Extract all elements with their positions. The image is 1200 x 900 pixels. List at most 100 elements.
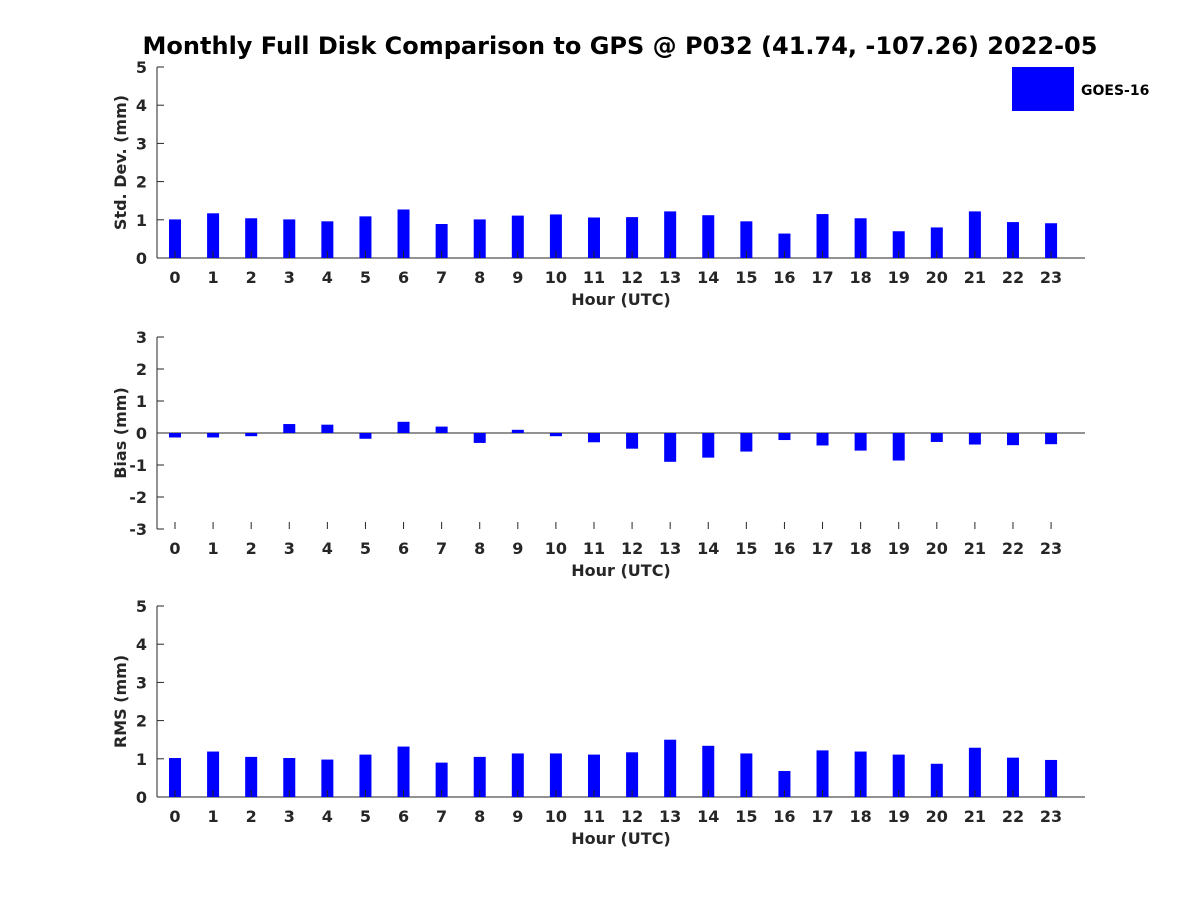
x-tick-label: 5	[360, 539, 371, 558]
legend-swatch	[1012, 67, 1074, 111]
bar-hour-23	[1045, 759, 1058, 797]
x-tick-label: 9	[512, 268, 523, 287]
bar-hour-3	[283, 758, 296, 797]
x-tick-label: 22	[1002, 539, 1024, 558]
bar-hour-23	[1045, 433, 1058, 445]
bar-hour-2	[245, 218, 258, 258]
bar-hour-14	[702, 745, 715, 797]
x-tick-label: 6	[398, 807, 409, 826]
x-tick-label: 11	[583, 268, 605, 287]
x-tick-label: 18	[849, 539, 871, 558]
y-tick-label: 0	[136, 249, 147, 268]
x-tick-label: 6	[398, 539, 409, 558]
x-tick-label: 12	[621, 268, 643, 287]
y-axis-label: RMS (mm)	[111, 655, 130, 748]
x-tick-label: 3	[284, 539, 295, 558]
bar-hour-18	[854, 751, 867, 797]
x-axis-label: Hour (UTC)	[571, 290, 671, 309]
chart-title: Monthly Full Disk Comparison to GPS @ P0…	[143, 32, 1098, 60]
bar-hour-7	[435, 224, 448, 258]
y-tick-label: 4	[136, 635, 147, 654]
bar-hour-13	[664, 739, 677, 797]
y-axis-label: Std. Dev. (mm)	[111, 95, 130, 230]
bar-hour-3	[283, 424, 296, 433]
x-tick-label: 8	[474, 268, 485, 287]
bar-hour-14	[702, 215, 715, 258]
x-tick-label: 16	[773, 268, 795, 287]
bar-hour-22	[1006, 433, 1019, 446]
bar-hour-21	[968, 211, 981, 258]
x-tick-label: 16	[773, 539, 795, 558]
x-tick-label: 23	[1040, 807, 1062, 826]
x-tick-label: 21	[964, 539, 986, 558]
x-tick-label: 1	[208, 539, 219, 558]
x-tick-label: 20	[926, 539, 948, 558]
y-tick-label: 1	[136, 211, 147, 230]
x-tick-label: 8	[474, 539, 485, 558]
bar-hour-18	[854, 218, 867, 258]
bar-hour-10	[549, 214, 562, 258]
x-tick-label: 4	[322, 539, 333, 558]
bar-hour-4	[321, 759, 334, 797]
bar-hour-0	[169, 433, 181, 438]
bar-hour-2	[245, 433, 258, 437]
x-tick-label: 16	[773, 807, 795, 826]
x-tick-label: 18	[849, 807, 871, 826]
bar-hour-9	[511, 753, 524, 797]
x-tick-label: 19	[888, 539, 910, 558]
legend-label: GOES-16	[1081, 83, 1149, 99]
bar-hour-18	[854, 433, 867, 451]
bar-hour-9	[511, 429, 524, 433]
x-tick-label: 21	[964, 268, 986, 287]
x-tick-label: 20	[926, 807, 948, 826]
x-tick-label: 0	[169, 268, 180, 287]
x-tick-label: 11	[583, 539, 605, 558]
bar-hour-8	[473, 219, 486, 258]
bar-hour-6	[397, 421, 410, 433]
bar-hour-3	[283, 219, 296, 258]
x-tick-label: 17	[811, 807, 833, 826]
bar-hour-14	[702, 433, 715, 458]
x-tick-label: 17	[811, 539, 833, 558]
x-tick-label: 15	[735, 268, 757, 287]
x-tick-label: 0	[169, 807, 180, 826]
x-tick-label: 19	[888, 807, 910, 826]
x-tick-label: 9	[512, 539, 523, 558]
x-tick-label: 8	[474, 807, 485, 826]
x-tick-label: 13	[659, 268, 681, 287]
x-tick-label: 12	[621, 807, 643, 826]
bar-hour-10	[549, 753, 562, 797]
y-tick-label: 3	[136, 673, 147, 692]
y-tick-label: -1	[129, 456, 147, 475]
y-tick-label: -3	[129, 520, 147, 539]
bar-hour-22	[1006, 757, 1019, 797]
bar-hour-15	[740, 221, 753, 258]
y-tick-label: 4	[136, 96, 147, 115]
bar-hour-20	[930, 227, 943, 258]
x-tick-label: 21	[964, 807, 986, 826]
y-tick-label: -2	[129, 488, 147, 507]
bar-hour-12	[626, 217, 639, 258]
x-tick-label: 22	[1002, 268, 1024, 287]
bar-hour-10	[549, 433, 562, 437]
bar-hour-5	[359, 216, 372, 258]
bar-hour-5	[359, 433, 372, 439]
bar-hour-16	[778, 771, 791, 797]
x-tick-label: 7	[436, 539, 447, 558]
x-tick-label: 23	[1040, 539, 1062, 558]
x-tick-label: 10	[545, 539, 567, 558]
x-tick-label: 2	[246, 268, 257, 287]
bar-hour-21	[968, 433, 981, 445]
bar-hour-0	[169, 758, 181, 797]
bar-hour-1	[207, 433, 220, 438]
y-tick-label: 2	[136, 712, 147, 731]
x-tick-label: 3	[284, 268, 295, 287]
y-tick-label: 1	[136, 750, 147, 769]
y-tick-label: 3	[136, 134, 147, 153]
y-tick-label: 5	[136, 58, 147, 77]
